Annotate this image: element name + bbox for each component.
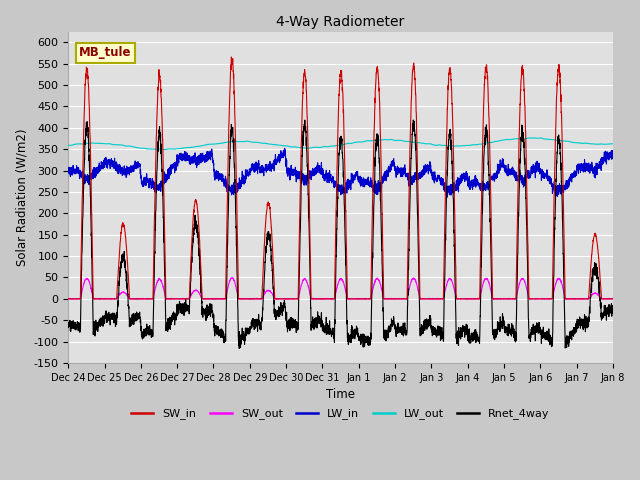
Title: 4-Way Radiometer: 4-Way Radiometer xyxy=(276,15,404,29)
Y-axis label: Solar Radiation (W/m2): Solar Radiation (W/m2) xyxy=(15,129,28,266)
Legend: SW_in, SW_out, LW_in, LW_out, Rnet_4way: SW_in, SW_out, LW_in, LW_out, Rnet_4way xyxy=(127,404,554,424)
X-axis label: Time: Time xyxy=(326,388,355,401)
Text: MB_tule: MB_tule xyxy=(79,47,132,60)
